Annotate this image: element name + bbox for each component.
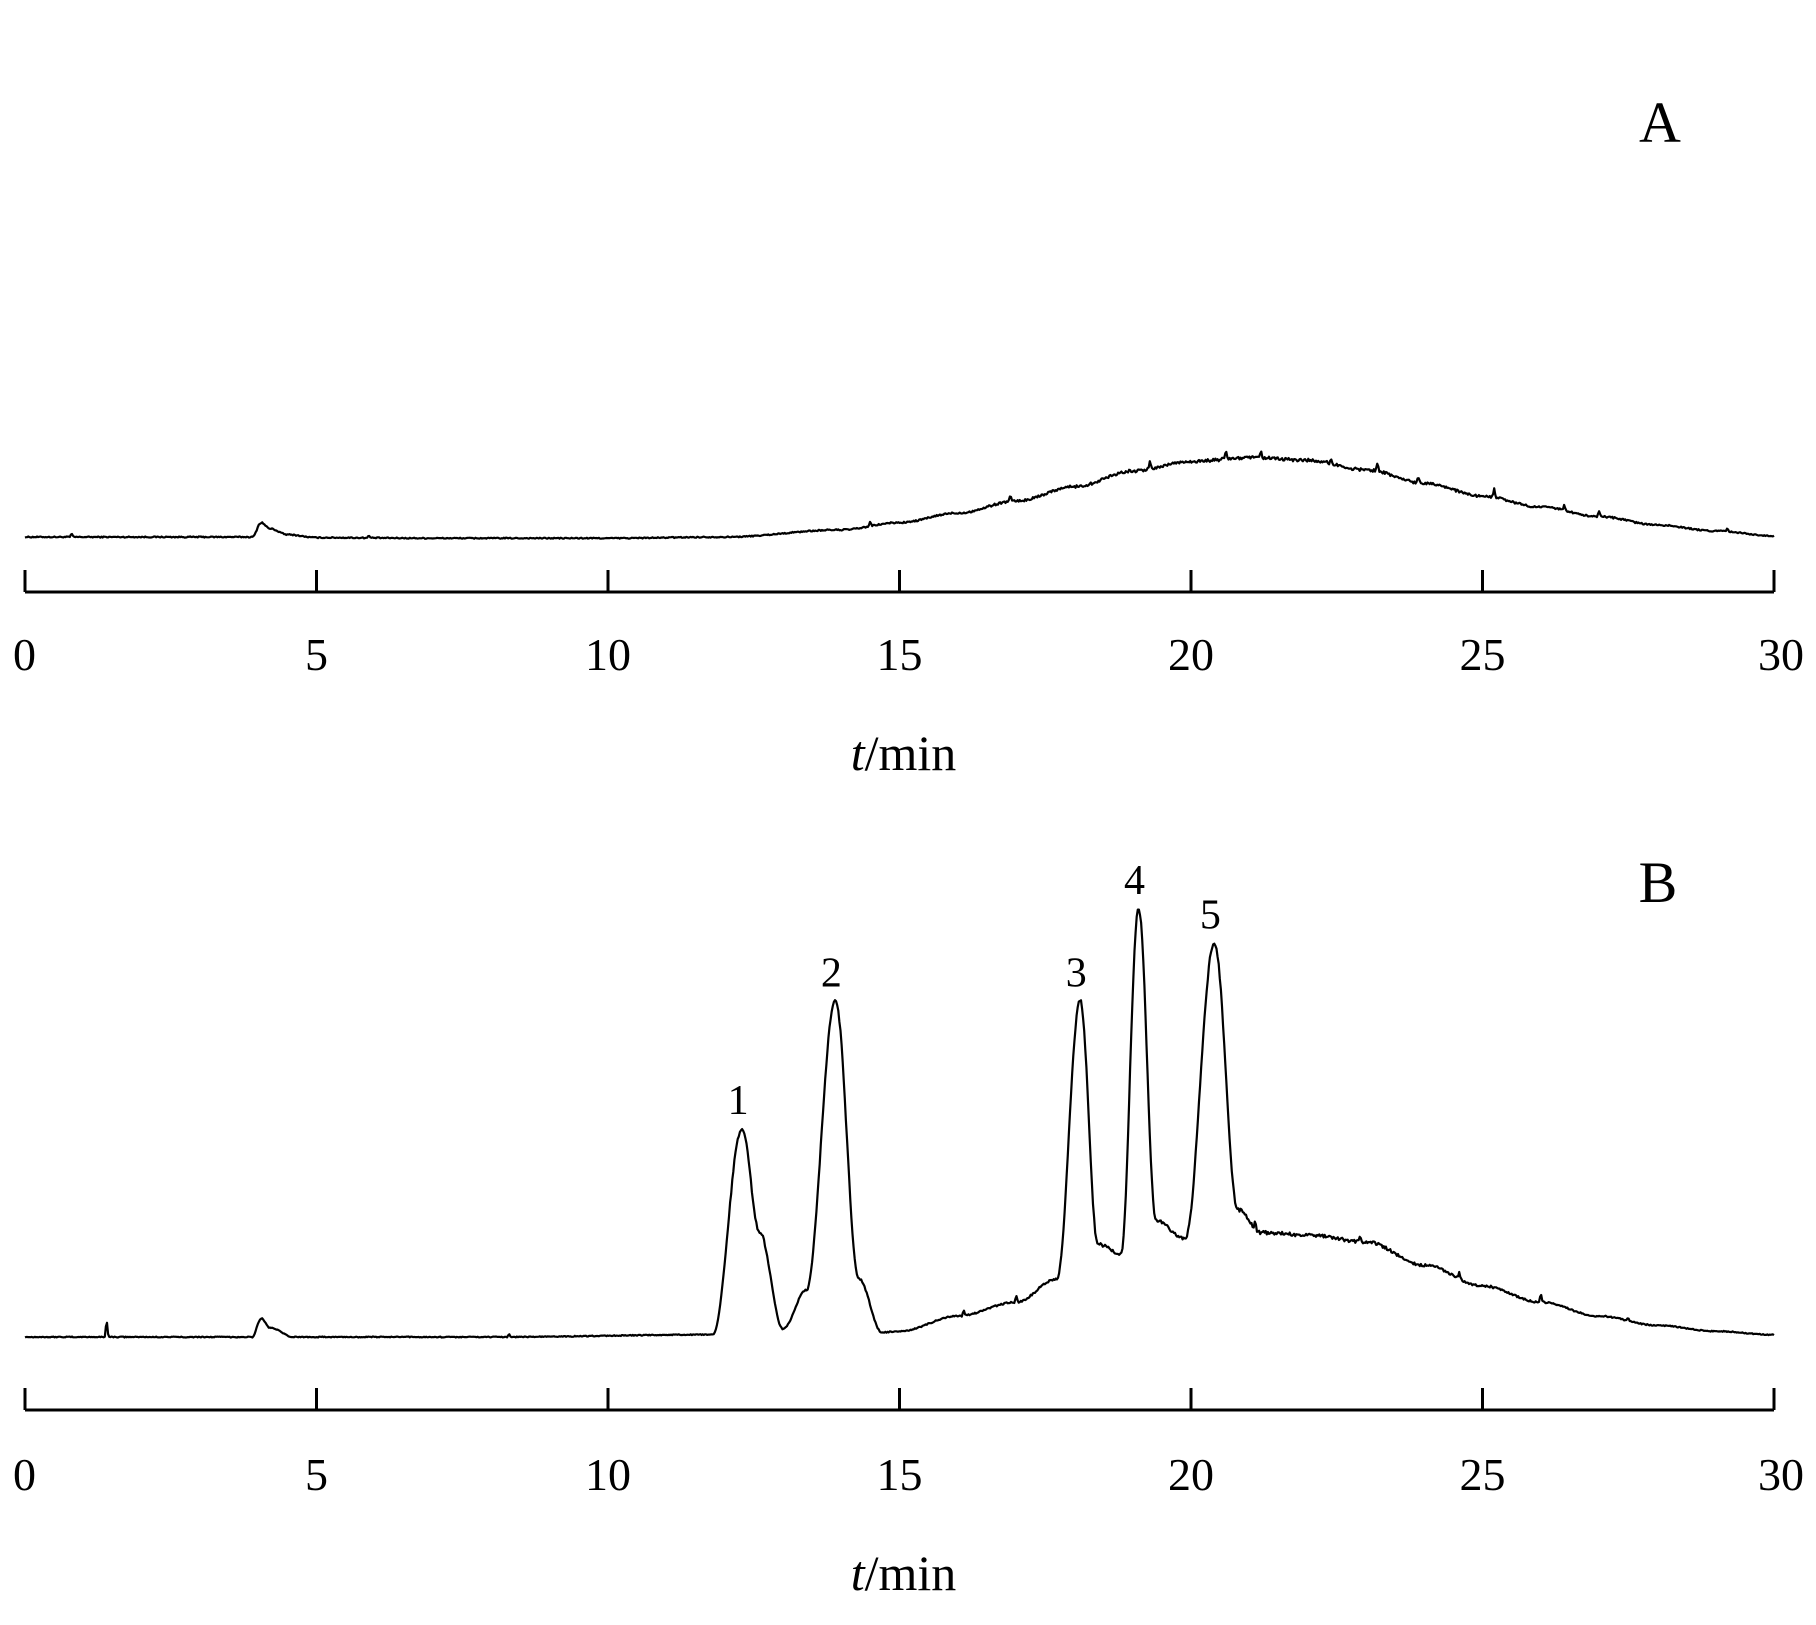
x-tick-label-0: 0 [13,629,36,680]
x-axis-label-variable: t [851,1545,866,1601]
x-tick-label-25: 25 [1460,1449,1506,1500]
chromatogram-trace [24,908,1775,1339]
panel-b: B 1 2 3 4 5 0 5 10 15 20 25 30 t/min [13,850,1804,1601]
x-tick-label-15: 15 [877,1449,923,1500]
x-tick-label-5: 5 [305,1449,328,1500]
peak-label-5: 5 [1200,893,1221,939]
panel-a: A 0 5 10 15 20 25 30 t/min [13,90,1804,781]
panel-label: B [1639,850,1678,915]
peak-label-2: 2 [821,951,842,997]
peak-label-3: 3 [1066,951,1087,997]
x-tick-label-20: 20 [1168,1449,1214,1500]
x-axis-label: t/min [851,725,957,781]
x-axis-label-unit: /min [865,1545,957,1601]
x-tick-label-10: 10 [585,629,631,680]
x-tick-label-10: 10 [585,1449,631,1500]
chromatogram-trace [24,450,1775,540]
x-tick-label-20: 20 [1168,629,1214,680]
x-tick-label-0: 0 [13,1449,36,1500]
panel-label: A [1639,90,1681,155]
x-tick-label-5: 5 [305,629,328,680]
peak-label-1: 1 [728,1078,749,1124]
x-axis-label: t/min [851,1545,957,1601]
x-tick-label-15: 15 [877,629,923,680]
x-tick-label-25: 25 [1460,629,1506,680]
x-axis-label-unit: /min [865,725,957,781]
x-tick-label-30: 30 [1758,629,1804,680]
x-tick-label-30: 30 [1758,1449,1804,1500]
peak-label-4: 4 [1124,858,1145,904]
x-axis-label-variable: t [851,725,866,781]
